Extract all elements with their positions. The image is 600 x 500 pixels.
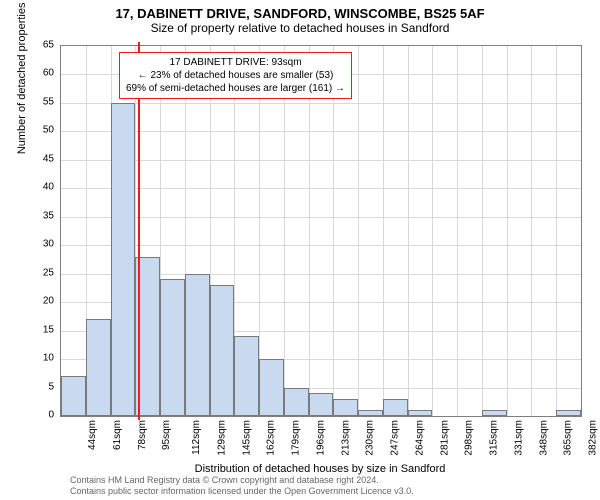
footer-line: Contains HM Land Registry data © Crown c…: [70, 475, 414, 486]
y-tick-label: 25: [24, 267, 54, 278]
y-tick-label: 15: [24, 324, 54, 335]
x-tick-label: 264sqm: [414, 420, 425, 456]
x-tick-label: 230sqm: [365, 420, 376, 456]
gridline-v: [383, 46, 384, 416]
histogram-bar: [309, 393, 334, 416]
gridline-v: [408, 46, 409, 416]
x-tick-label: 348sqm: [538, 420, 549, 456]
histogram-bar: [61, 376, 86, 416]
x-tick-label: 281sqm: [439, 420, 450, 456]
x-axis-label: Distribution of detached houses by size …: [60, 463, 580, 475]
x-tick-label: 298sqm: [464, 420, 475, 456]
histogram-bar: [86, 319, 111, 416]
x-tick-label: 78sqm: [137, 420, 148, 450]
gridline-v: [457, 46, 458, 416]
x-tick-label: 315sqm: [489, 420, 500, 456]
annotation-line: ← 23% of detached houses are smaller (53…: [126, 69, 345, 82]
histogram-bar: [111, 103, 136, 416]
annotation-box: 17 DABINETT DRIVE: 93sqm← 23% of detache…: [119, 52, 352, 99]
y-tick-label: 10: [24, 353, 54, 364]
annotation-line: 17 DABINETT DRIVE: 93sqm: [126, 56, 345, 69]
gridline-v: [358, 46, 359, 416]
histogram-bar: [185, 274, 210, 416]
chart-footer: Contains HM Land Registry data © Crown c…: [70, 475, 414, 497]
histogram-bar: [160, 279, 185, 416]
histogram-bar: [383, 399, 408, 416]
chart-container: 17, DABINETT DRIVE, SANDFORD, WINSCOMBE,…: [0, 0, 600, 500]
gridline-v: [333, 46, 334, 416]
x-tick-label: 145sqm: [241, 420, 252, 456]
chart-title: 17, DABINETT DRIVE, SANDFORD, WINSCOMBE,…: [0, 6, 600, 21]
x-tick-label: 382sqm: [588, 420, 599, 456]
x-tick-label: 112sqm: [191, 420, 202, 455]
plot-region: 17 DABINETT DRIVE: 93sqm← 23% of detache…: [60, 45, 582, 417]
histogram-bar: [358, 410, 383, 416]
y-tick-label: 40: [24, 182, 54, 193]
y-tick-label: 35: [24, 210, 54, 221]
y-tick-label: 50: [24, 125, 54, 136]
histogram-bar: [234, 336, 259, 416]
gridline-v: [432, 46, 433, 416]
y-tick-label: 0: [24, 410, 54, 421]
x-tick-label: 95sqm: [161, 420, 172, 450]
x-tick-label: 162sqm: [266, 420, 277, 456]
y-tick-label: 55: [24, 96, 54, 107]
gridline-v: [531, 46, 532, 416]
x-tick-label: 196sqm: [315, 420, 326, 456]
y-tick-label: 30: [24, 239, 54, 250]
histogram-bar: [408, 410, 433, 416]
chart-subtitle: Size of property relative to detached ho…: [0, 21, 600, 35]
chart-header: 17, DABINETT DRIVE, SANDFORD, WINSCOMBE,…: [0, 6, 600, 35]
y-tick-label: 5: [24, 381, 54, 392]
y-tick-label: 65: [24, 40, 54, 51]
histogram-bar: [210, 285, 235, 416]
x-tick-label: 61sqm: [112, 420, 123, 450]
y-tick-label: 60: [24, 68, 54, 79]
gridline-v: [284, 46, 285, 416]
gridline-v: [482, 46, 483, 416]
histogram-bar: [284, 388, 309, 416]
annotation-line: 69% of semi-detached houses are larger (…: [126, 82, 345, 95]
x-tick-label: 247sqm: [390, 420, 401, 456]
x-tick-label: 331sqm: [514, 420, 525, 456]
footer-line: Contains public sector information licen…: [70, 486, 414, 497]
histogram-bar: [333, 399, 358, 416]
histogram-bar: [482, 410, 507, 416]
gridline-v: [309, 46, 310, 416]
gridline-v: [556, 46, 557, 416]
histogram-bar: [556, 410, 581, 416]
x-tick-label: 365sqm: [563, 420, 574, 456]
y-tick-label: 20: [24, 296, 54, 307]
x-tick-label: 179sqm: [291, 420, 302, 456]
x-tick-label: 129sqm: [216, 420, 227, 456]
chart-area: Number of detached properties 17 DABINET…: [60, 45, 580, 415]
y-tick-label: 45: [24, 153, 54, 164]
gridline-v: [507, 46, 508, 416]
histogram-bar: [259, 359, 284, 416]
x-tick-label: 213sqm: [340, 420, 351, 456]
x-tick-label: 44sqm: [87, 420, 98, 450]
